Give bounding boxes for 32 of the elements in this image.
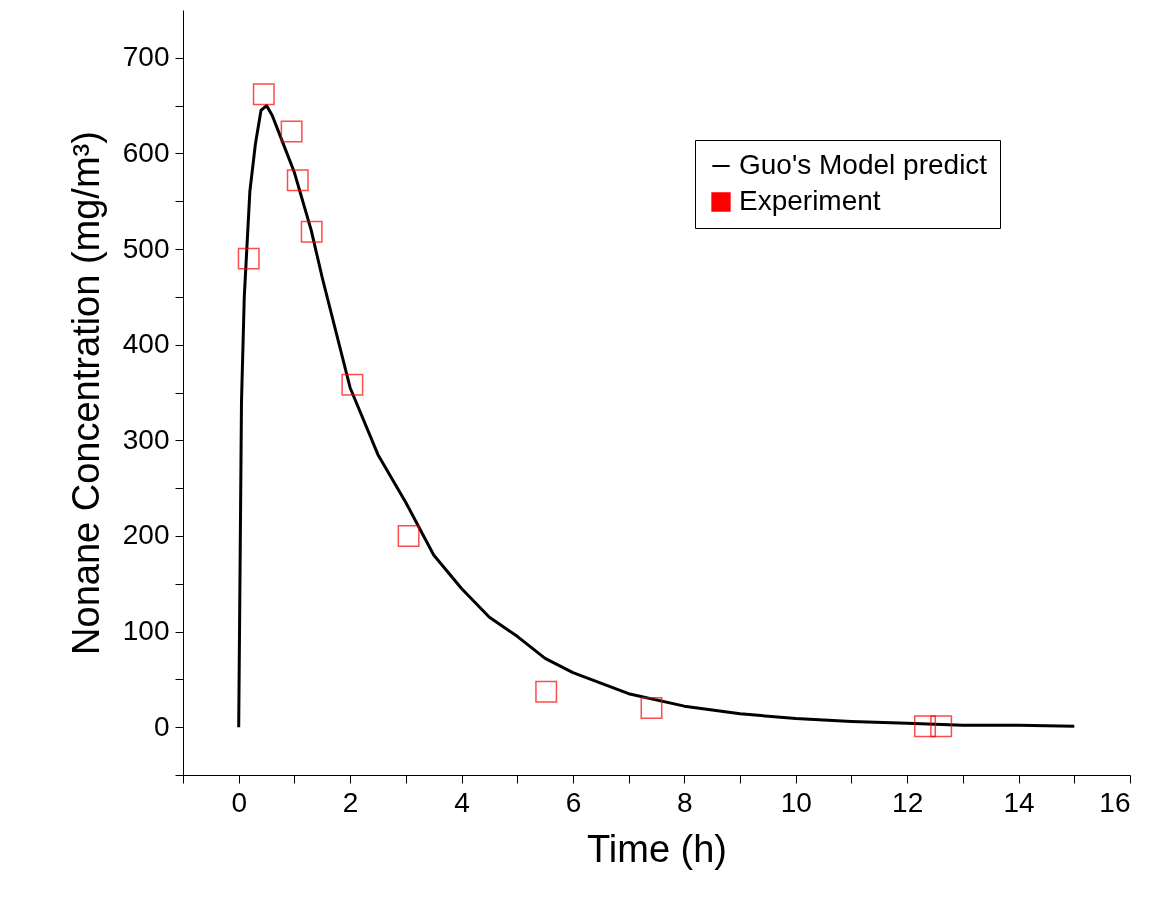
- y-tick-label: 600: [122, 136, 170, 168]
- x-tick-label: 0: [231, 786, 247, 818]
- x-tick-label: 10: [780, 786, 812, 818]
- point: [930, 715, 953, 738]
- point: [397, 524, 420, 547]
- y-tick-label: 300: [122, 423, 170, 455]
- x-tick-label: 16: [1099, 786, 1131, 818]
- legend-label: Guo's Model predict: [739, 149, 988, 180]
- y-axis-title: Nonane Concentration (mg/m³): [64, 131, 107, 655]
- point: [640, 697, 663, 720]
- point: [286, 169, 309, 192]
- legend-label: Experiment: [739, 185, 881, 216]
- y-tick-label: 400: [122, 328, 170, 360]
- y-tick-label: 500: [122, 232, 170, 264]
- x-tick-label: 4: [454, 786, 470, 818]
- y-tick-label: 100: [122, 615, 170, 647]
- x-tick-label: 14: [1003, 786, 1035, 818]
- y-tick-label: 0: [153, 710, 170, 742]
- point: [280, 120, 303, 143]
- point: [914, 715, 936, 738]
- y-tick-label: 700: [122, 41, 170, 73]
- point: [252, 83, 275, 106]
- x-tick-label: 12: [892, 786, 924, 818]
- point: [237, 247, 260, 270]
- point: [300, 220, 323, 243]
- x-tick-label: 8: [677, 786, 693, 818]
- point: [535, 680, 558, 703]
- point: [341, 373, 364, 396]
- x-axis-title: Time (h): [586, 827, 728, 870]
- x-tick-label: 2: [342, 786, 359, 818]
- y-tick-label: 200: [122, 519, 170, 551]
- x-tick-label: 6: [565, 786, 582, 818]
